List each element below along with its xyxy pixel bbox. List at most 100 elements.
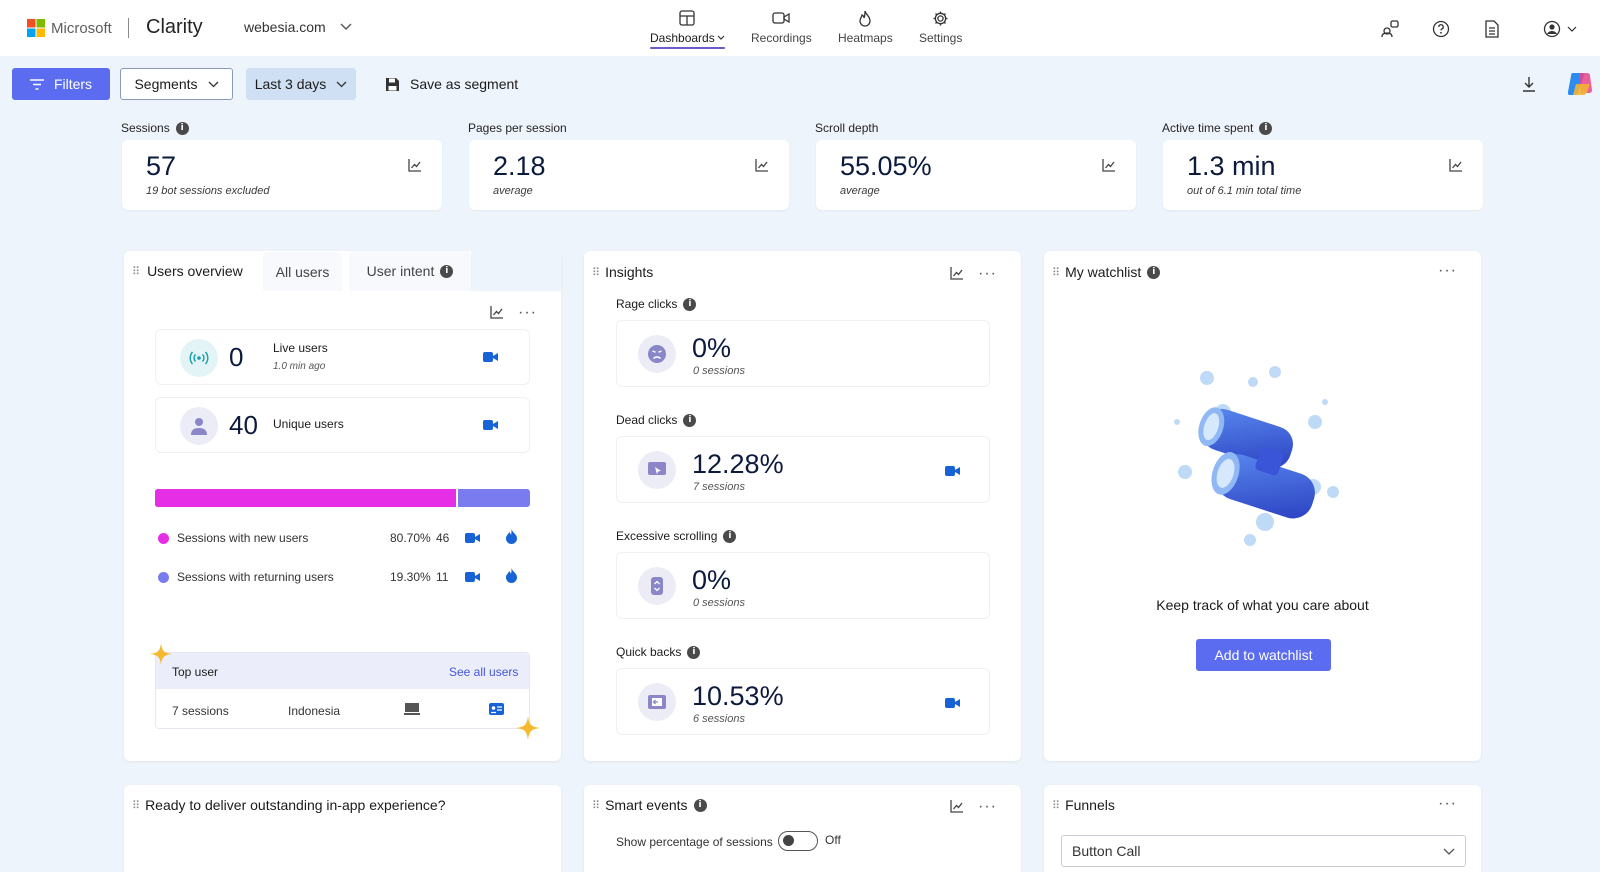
tab-user-intent[interactable]: User intent i [349,251,471,291]
add-to-watchlist-button[interactable]: Add to watchlist [1196,639,1331,671]
drag-handle-icon[interactable]: ⠿ [592,265,600,279]
user-icon [180,407,218,445]
trend-chart-icon[interactable] [950,266,964,280]
live-signal-icon [180,339,218,377]
more-options-icon[interactable]: ··· [1438,262,1457,279]
info-icon[interactable]: i [723,529,737,543]
unique-users-label: Unique users [273,417,344,431]
segments-button[interactable]: Segments [120,68,233,100]
trend-chart-icon[interactable] [408,158,422,172]
heatmap-flame-icon[interactable] [506,568,517,583]
top-bar: Microsoft Clarity webesia.com Dashboards… [0,0,1600,56]
funnels-title: ⠿ Funnels [1052,797,1115,813]
watchlist-message: Keep track of what you care about [1156,597,1369,613]
more-options-icon[interactable]: ··· [518,304,537,321]
smart-events-title: ⠿ Smart events i [592,797,707,813]
microsoft-logo: Microsoft [27,19,112,37]
drag-handle-icon[interactable]: ⠿ [1052,265,1060,279]
chevron-down-icon [717,35,725,40]
brand-divider [128,18,129,38]
recording-video-icon[interactable] [483,351,498,363]
recording-video-icon[interactable] [465,532,480,544]
project-selector[interactable]: webesia.com [244,19,352,35]
account-menu[interactable] [1543,18,1583,40]
date-range-button[interactable]: Last 3 days [246,68,356,100]
top-user-title: Top user [172,665,219,679]
share-users-icon[interactable] [1379,18,1401,40]
metric-card-scroll-depth: 55.05% average [816,140,1136,210]
top-user-header [156,653,529,689]
more-options-icon[interactable]: ··· [1438,795,1457,812]
trend-chart-icon[interactable] [1449,158,1463,172]
user-card-icon[interactable] [489,703,504,715]
insight-card-excessive-scrolling[interactable]: 0% 0 sessions [616,552,990,619]
percentage-toggle[interactable] [778,831,818,851]
panel-title-text: Funnels [1065,797,1115,813]
info-icon[interactable]: i [440,264,454,278]
info-icon[interactable]: i [683,413,697,427]
recording-video-icon[interactable] [483,419,498,431]
toggle-label: Show percentage of sessions [616,835,773,849]
tab-label: User intent [366,263,435,279]
help-icon[interactable] [1430,18,1452,40]
account-icon [1543,20,1561,38]
trend-chart-icon[interactable] [1102,158,1116,172]
trend-chart-icon[interactable] [490,305,504,319]
chevron-down-icon [1443,848,1455,855]
new-users-bar-fill [155,489,458,507]
trend-chart-icon[interactable] [950,799,964,813]
info-icon[interactable]: i [693,798,707,812]
tab-all-users[interactable]: All users [262,251,343,291]
metric-label-text: Scroll depth [815,121,879,135]
insight-card-dead-clicks[interactable]: 12.28% 7 sessions [616,436,990,503]
info-icon[interactable]: i [683,297,697,311]
more-options-icon[interactable]: ··· [978,798,997,815]
recording-video-icon[interactable] [465,571,480,583]
nav-dashboards[interactable]: Dashboards [650,8,725,49]
panel-title-text: Smart events [605,797,688,813]
gear-icon [932,8,949,28]
metric-label-scroll: Scroll depth [815,121,878,135]
camera-icon [772,8,790,28]
toggle-state: Off [825,833,841,847]
drag-handle-icon[interactable]: ⠿ [1052,798,1060,812]
drag-handle-icon[interactable]: ⠿ [132,264,140,278]
see-all-users-link[interactable]: See all users [449,665,519,679]
tab-users-overview[interactable]: ⠿ Users overview [124,251,261,291]
copilot-icon[interactable] [1567,70,1593,96]
insight-card-rage-clicks[interactable]: 0% 0 sessions [616,320,990,387]
download-icon[interactable] [1522,76,1536,92]
smart-events-panel [584,785,1021,872]
panel-title-text: Insights [605,264,654,280]
tab-strip-gap [471,251,561,291]
brand-name: Microsoft [51,19,112,37]
legend-label: Sessions with returning users [177,570,334,584]
info-icon[interactable]: i [175,121,189,135]
nav-heatmaps[interactable]: Heatmaps [838,8,893,45]
date-range-label: Last 3 days [254,76,327,92]
heatmap-flame-icon[interactable] [506,529,517,544]
trend-chart-icon[interactable] [755,158,769,172]
drag-handle-icon[interactable]: ⠿ [132,798,140,812]
metric-sub: average [840,185,880,197]
sparkle-icon [150,643,172,665]
filters-button[interactable]: Filters [12,68,110,100]
nav-settings[interactable]: Settings [919,8,962,45]
info-icon[interactable]: i [687,645,701,659]
info-icon[interactable]: i [1147,265,1161,279]
insights-title: ⠿ Insights [592,264,653,280]
nav-recordings[interactable]: Recordings [751,8,812,45]
more-options-icon[interactable]: ··· [978,265,997,282]
recording-video-icon[interactable] [945,465,960,477]
funnel-select[interactable]: Button Call [1061,835,1466,867]
document-icon[interactable] [1481,18,1503,40]
save-segment-button[interactable]: Save as segment [385,68,518,100]
panel-title-text: My watchlist [1065,264,1142,280]
insight-card-quick-backs[interactable]: 10.53% 6 sessions [616,668,990,735]
promo-title: ⠿ Ready to deliver outstanding in-app ex… [132,797,445,813]
drag-handle-icon[interactable]: ⠿ [592,798,600,812]
info-icon[interactable]: i [1259,121,1273,135]
metric-value: 57 [146,151,177,181]
insight-label-text: Excessive scrolling [616,529,718,543]
recording-video-icon[interactable] [945,697,960,709]
